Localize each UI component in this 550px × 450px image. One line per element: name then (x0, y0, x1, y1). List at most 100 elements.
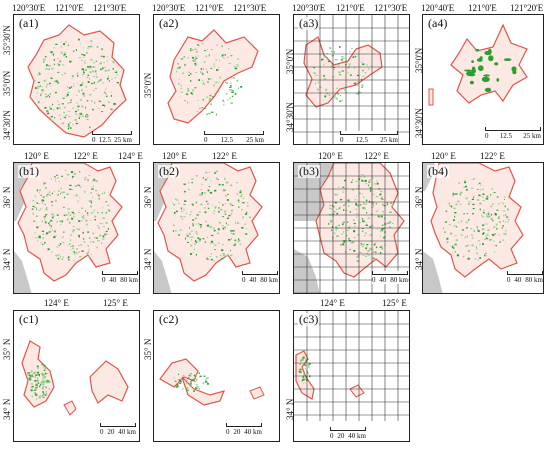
forest-speck (207, 81, 209, 83)
forest-speck (488, 211, 490, 213)
forest-speck (239, 195, 243, 197)
forest-speck (100, 55, 103, 57)
forest-speck (315, 74, 318, 76)
forest-speck (363, 207, 366, 210)
forest-speck (180, 87, 182, 90)
forest-speck (73, 226, 75, 228)
forest-patch (481, 76, 490, 82)
forest-speck (208, 112, 211, 114)
grid-overlay (294, 163, 409, 293)
forest-speck (36, 382, 38, 385)
forest-speck (471, 198, 474, 200)
forest-speck (42, 376, 44, 378)
lon-tick: 121°30'E (93, 3, 127, 13)
forest-speck (366, 222, 367, 223)
forest-speck (335, 58, 338, 61)
forest-speck (41, 387, 44, 389)
forest-speck (227, 224, 229, 226)
forest-speck (379, 229, 382, 232)
forest-patches (464, 48, 517, 93)
forest-speck (241, 209, 243, 211)
forest-speck (37, 382, 39, 384)
forest-speck (361, 230, 364, 232)
forest-speck (453, 225, 456, 227)
forest-speck (70, 98, 72, 100)
forest-speck (344, 250, 347, 253)
forest-speck (101, 212, 103, 214)
forest-speck (357, 85, 359, 86)
forest-speck (188, 374, 191, 377)
forest-speck (238, 201, 240, 203)
forest-speck (32, 200, 35, 202)
forest-speck (48, 224, 51, 227)
forest-speck (84, 218, 86, 220)
forest-speck (379, 216, 381, 219)
forest-speck (77, 109, 79, 111)
forest-speck (180, 58, 184, 60)
forest-speck (35, 80, 37, 82)
forest-speck (381, 228, 384, 230)
forest-speck (381, 245, 383, 247)
forest-speck (484, 235, 488, 237)
forest-speck (45, 214, 48, 215)
forest-speck (49, 230, 52, 232)
forest-speck (73, 259, 75, 262)
forest-speck (34, 195, 37, 197)
forest-speck (224, 210, 227, 213)
forest-speck (39, 85, 41, 87)
forest-speck (465, 245, 468, 248)
forest-speck (46, 373, 49, 375)
forest-speck (55, 234, 57, 237)
forest-speck (202, 82, 205, 84)
forest-speck (98, 194, 100, 197)
forest-speck (30, 389, 32, 390)
forest-speck (205, 200, 208, 203)
forest-speck (374, 243, 377, 244)
forest-speck (306, 371, 308, 374)
forest-speck (104, 69, 107, 72)
map-a3 (294, 15, 409, 144)
forest-speck (479, 208, 481, 211)
forest-speck (473, 196, 475, 198)
forest-speck (80, 84, 83, 86)
forest-speck (373, 183, 376, 185)
forest-speck (233, 244, 235, 247)
forest-speck (187, 241, 189, 243)
forest-speck (304, 378, 307, 380)
forest-speck (42, 89, 44, 92)
forest-speck (50, 85, 52, 87)
forest-speck (481, 188, 484, 190)
forest-speck (49, 220, 51, 223)
forest-speck (211, 242, 214, 244)
forest-speck (49, 194, 51, 196)
forest-speck (67, 110, 70, 113)
forest-speck (213, 63, 215, 65)
forest-speck (81, 89, 83, 91)
forest-speck (184, 190, 186, 193)
forest-speck (230, 249, 231, 252)
forest-speck (354, 81, 357, 84)
forest-speck (237, 239, 241, 242)
forest-speck (74, 118, 77, 121)
forest-speck (91, 253, 92, 255)
forest-speck (339, 199, 343, 201)
forest-speck (83, 238, 85, 240)
forest-speck (53, 59, 55, 61)
forest-speck (49, 106, 51, 109)
forest-speck (103, 62, 105, 64)
forest-speck (61, 258, 64, 260)
forest-speck (44, 378, 46, 380)
forest-speck (87, 74, 90, 76)
forest-speck (176, 385, 178, 387)
forest-speck (217, 179, 219, 180)
forest-speck (61, 123, 63, 125)
forest-speck (35, 87, 37, 89)
forest-speck (361, 179, 364, 182)
forest-speck (189, 382, 191, 384)
forest-speck (207, 189, 210, 192)
forest-speck (97, 211, 99, 214)
forest-speck (95, 73, 97, 75)
forest-speck (215, 59, 218, 61)
forest-speck (333, 96, 336, 98)
forest-speck (492, 203, 494, 205)
